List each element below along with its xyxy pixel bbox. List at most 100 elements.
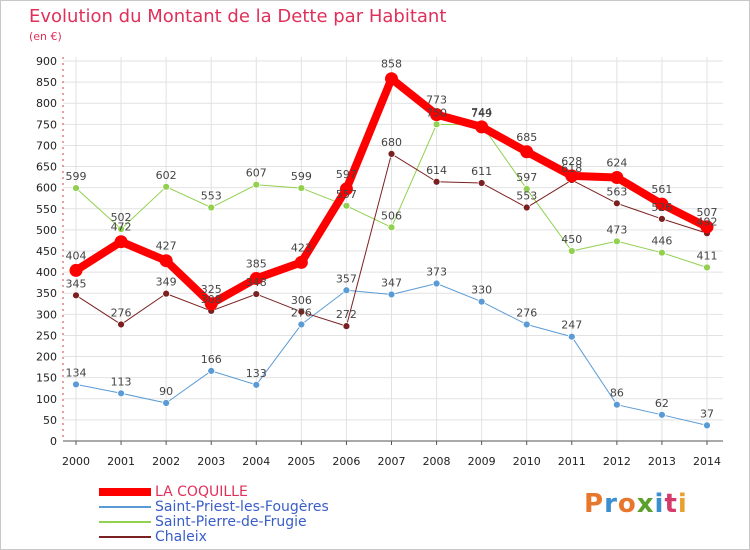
x-tick-label: 2000	[62, 455, 90, 468]
data-point-saint-pierre-de-frugie	[162, 182, 171, 191]
y-tick-label: 500	[36, 224, 57, 237]
data-point-chaleix	[477, 179, 486, 187]
axes: 0 50 100 150 200 250 300 350 400 450 500 550 600 650 7…	[36, 55, 723, 468]
data-point-saint-priest-les-fougeres	[703, 421, 711, 430]
data-point-saint-pierre-de-frugie	[658, 248, 666, 257]
series-layer	[69, 72, 714, 430]
data-point-saint-priest-les-fougeres	[117, 389, 125, 398]
data-label-chaleix: 611	[471, 165, 492, 178]
data-label-la-coquille: 773	[426, 94, 447, 107]
data-point-saint-priest-les-fougeres	[162, 399, 171, 407]
y-tick-label: 750	[36, 118, 57, 131]
y-tick-label: 450	[36, 245, 57, 258]
data-label-la-coquille: 628	[561, 155, 582, 168]
data-label-saint-pierre-de-frugie: 607	[246, 167, 267, 180]
data-label-la-coquille: 325	[201, 283, 222, 296]
x-tick-label: 2003	[197, 455, 225, 468]
data-point-la-coquille	[69, 263, 83, 277]
data-point-chaleix	[612, 199, 621, 208]
data-point-saint-priest-les-fougeres	[387, 290, 396, 299]
data-point-chaleix	[522, 203, 531, 212]
x-tick-label: 2002	[152, 455, 180, 468]
data-label-la-coquille: 597	[336, 168, 357, 181]
data-point-saint-priest-les-fougeres	[658, 410, 666, 419]
data-label-saint-pierre-de-frugie: 557	[336, 188, 357, 201]
data-point-saint-priest-les-fougeres	[72, 380, 80, 389]
data-label-saint-priest-les-fougeres: 357	[336, 272, 357, 285]
data-label-chaleix: 614	[426, 164, 447, 177]
data-point-chaleix	[432, 177, 441, 186]
y-tick-label: 250	[36, 329, 57, 342]
logo-letter: i	[654, 489, 665, 519]
data-label-saint-priest-les-fougeres: 62	[655, 397, 669, 410]
data-point-la-coquille	[114, 235, 128, 249]
data-label-chaleix: 526	[651, 201, 672, 214]
data-point-la-coquille	[339, 182, 353, 196]
logo-letter: r	[604, 489, 618, 519]
data-point-la-coquille	[204, 297, 218, 311]
y-tick-label: 550	[36, 203, 57, 216]
logo-letter: o	[617, 489, 637, 519]
data-label-saint-pierre-de-frugie: 750	[426, 106, 447, 119]
data-point-chaleix	[387, 149, 396, 158]
data-label-saint-priest-les-fougeres: 276	[291, 306, 312, 319]
data-label-chaleix: 306	[291, 294, 312, 307]
plot-area	[63, 57, 723, 441]
data-point-saint-priest-les-fougeres	[432, 279, 441, 288]
data-point-la-coquille	[475, 120, 489, 134]
y-tick-label: 800	[36, 97, 57, 110]
chart-title: Evolution du Montant de la Dette par Hab…	[29, 6, 447, 27]
data-point-chaleix	[162, 289, 171, 298]
y-tick-label: 600	[36, 182, 57, 195]
legend-swatch	[99, 506, 151, 508]
x-tick-label: 2013	[648, 455, 676, 468]
data-label-saint-pierre-de-frugie: 599	[291, 170, 312, 183]
data-label-saint-priest-les-fougeres: 86	[610, 387, 624, 400]
data-point-la-coquille	[655, 197, 669, 211]
unit-label: (en €)	[29, 30, 62, 43]
data-point-la-coquille	[700, 220, 714, 234]
data-label-saint-priest-les-fougeres: 134	[66, 366, 87, 379]
y-tick-label: 150	[36, 372, 57, 385]
data-label-saint-pierre-de-frugie: 553	[201, 190, 222, 203]
y-tick-label: 350	[36, 287, 57, 300]
x-tick-label: 2001	[107, 455, 135, 468]
data-label-la-coquille: 685	[516, 131, 537, 144]
y-tick-label: 100	[36, 393, 57, 406]
x-tick-label: 2004	[242, 455, 270, 468]
data-point-saint-priest-les-fougeres	[612, 400, 621, 409]
data-label-chaleix: 349	[156, 276, 177, 289]
data-point-saint-priest-les-fougeres	[522, 320, 531, 329]
data-point-saint-pierre-de-frugie	[297, 184, 306, 192]
grid	[63, 57, 723, 442]
data-point-la-coquille	[520, 145, 534, 159]
data-label-saint-pierre-de-frugie: 411	[697, 249, 718, 262]
data-point-saint-priest-les-fougeres	[252, 380, 261, 389]
data-label-chaleix: 492	[697, 215, 718, 228]
data-label-saint-priest-les-fougeres: 113	[111, 375, 132, 388]
data-point-la-coquille	[610, 171, 624, 185]
data-label-la-coquille: 472	[111, 221, 132, 234]
y-tick-label: 650	[36, 161, 57, 174]
data-point-saint-pierre-de-frugie	[432, 120, 441, 129]
y-tick-label: 900	[36, 55, 57, 68]
x-tick-label: 2008	[423, 455, 451, 468]
data-point-saint-pierre-de-frugie	[117, 225, 125, 233]
data-label-chaleix: 272	[336, 308, 357, 321]
data-label-la-coquille: 423	[291, 241, 312, 254]
y-tick-label: 400	[36, 266, 57, 279]
x-tick-label: 2010	[513, 455, 541, 468]
y-tick-label: 300	[36, 308, 57, 321]
x-tick-label: 2014	[693, 455, 721, 468]
data-label-la-coquille: 404	[66, 249, 87, 262]
logo-letter: i	[677, 489, 688, 519]
data-label-saint-pierre-de-frugie: 749	[471, 107, 492, 120]
data-label-chaleix: 308	[201, 293, 222, 306]
x-tick-label: 2009	[468, 455, 496, 468]
data-label-chaleix: 680	[381, 136, 402, 149]
data-labels: 134 113 90 166 133 276 357 347 373 330 276 247 86 62 3…	[66, 58, 718, 421]
data-point-saint-pierre-de-frugie	[387, 223, 396, 232]
data-label-saint-pierre-de-frugie: 506	[381, 209, 402, 222]
